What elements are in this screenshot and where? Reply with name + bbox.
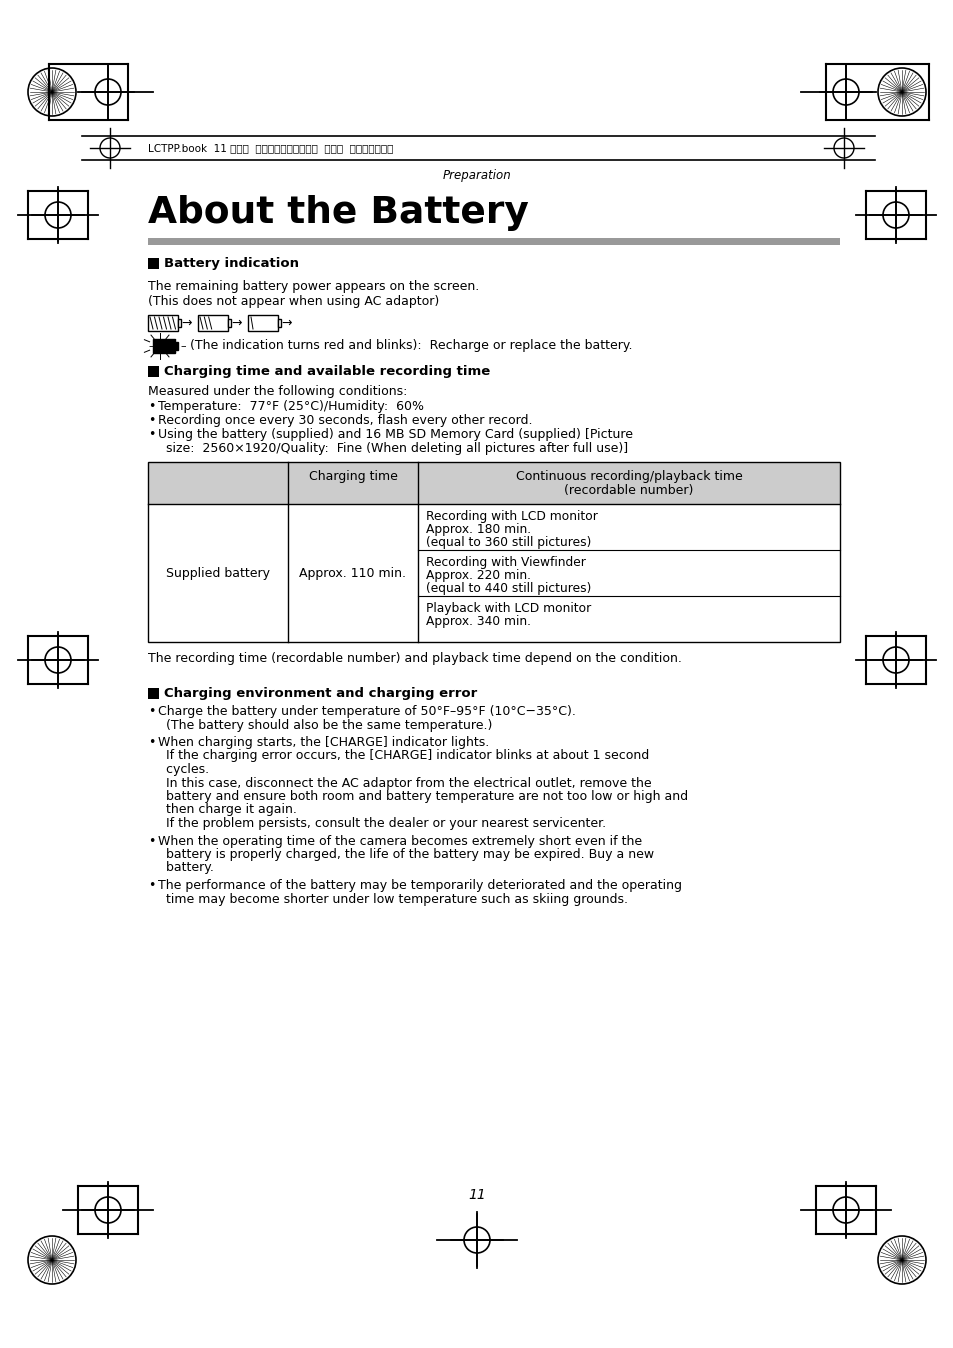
Text: When the operating time of the camera becomes extremely short even if the: When the operating time of the camera be… bbox=[158, 834, 641, 848]
Text: Playback with LCD monitor: Playback with LCD monitor bbox=[426, 603, 591, 615]
Text: Supplied battery: Supplied battery bbox=[166, 566, 270, 580]
Bar bbox=[178, 319, 181, 328]
Text: •: • bbox=[148, 834, 155, 848]
Text: •: • bbox=[148, 736, 155, 749]
Text: Approx. 340 min.: Approx. 340 min. bbox=[426, 615, 531, 628]
Text: Charging time and available recording time: Charging time and available recording ti… bbox=[164, 365, 490, 377]
Bar bbox=[152, 338, 174, 353]
Text: Charging environment and charging error: Charging environment and charging error bbox=[164, 687, 476, 700]
Text: Preparation: Preparation bbox=[442, 168, 511, 182]
Text: •: • bbox=[148, 429, 155, 441]
Text: •: • bbox=[148, 879, 155, 892]
Text: (recordable number): (recordable number) bbox=[564, 484, 693, 497]
Bar bbox=[148, 239, 840, 245]
Text: Recording once every 30 seconds, flash every other record.: Recording once every 30 seconds, flash e… bbox=[158, 414, 532, 427]
Text: –: – bbox=[180, 341, 186, 350]
Text: Charging time: Charging time bbox=[308, 470, 397, 483]
Text: Temperature:  77°F (25°C)/Humidity:  60%: Temperature: 77°F (25°C)/Humidity: 60% bbox=[158, 400, 423, 412]
Bar bbox=[148, 462, 840, 642]
Text: Charge the battery under temperature of 50°F–95°F (10°C−35°C).: Charge the battery under temperature of … bbox=[158, 705, 576, 718]
Bar bbox=[148, 367, 159, 377]
Text: Recording with Viewfinder: Recording with Viewfinder bbox=[426, 555, 585, 569]
Text: (The battery should also be the same temperature.): (The battery should also be the same tem… bbox=[158, 718, 492, 732]
Text: About the Battery: About the Battery bbox=[148, 195, 528, 231]
Text: (This does not appear when using AC adaptor): (This does not appear when using AC adap… bbox=[148, 295, 438, 307]
Text: Measured under the following conditions:: Measured under the following conditions: bbox=[148, 386, 407, 398]
Text: When charging starts, the [CHARGE] indicator lights.: When charging starts, the [CHARGE] indic… bbox=[158, 736, 489, 749]
Text: battery.: battery. bbox=[158, 861, 213, 875]
Text: battery and ensure both room and battery temperature are not too low or high and: battery and ensure both room and battery… bbox=[158, 790, 687, 803]
Text: Approx. 180 min.: Approx. 180 min. bbox=[426, 523, 531, 537]
Text: →: → bbox=[181, 317, 192, 329]
Text: (equal to 440 still pictures): (equal to 440 still pictures) bbox=[426, 582, 591, 594]
Bar bbox=[148, 462, 840, 504]
Text: LCTPP.book  11 ページ  ２００４年１月２６日  月曜日  午後６時５０分: LCTPP.book 11 ページ ２００４年１月２６日 月曜日 午後６時５０分 bbox=[148, 143, 393, 154]
Bar bbox=[277, 319, 281, 328]
Text: •: • bbox=[148, 400, 155, 412]
Text: Approx. 110 min.: Approx. 110 min. bbox=[299, 566, 406, 580]
Text: In this case, disconnect the AC adaptor from the electrical outlet, remove the: In this case, disconnect the AC adaptor … bbox=[158, 776, 651, 790]
Text: Recording with LCD monitor: Recording with LCD monitor bbox=[426, 510, 598, 523]
Text: then charge it again.: then charge it again. bbox=[158, 803, 296, 817]
Text: Approx. 220 min.: Approx. 220 min. bbox=[426, 569, 531, 582]
Text: •: • bbox=[148, 414, 155, 427]
Text: Using the battery (supplied) and 16 MB SD Memory Card (supplied) [Picture: Using the battery (supplied) and 16 MB S… bbox=[158, 429, 633, 441]
Text: →: → bbox=[281, 317, 292, 329]
Text: Battery indication: Battery indication bbox=[164, 257, 298, 270]
Text: The performance of the battery may be temporarily deteriorated and the operating: The performance of the battery may be te… bbox=[158, 879, 681, 892]
Text: The recording time (recordable number) and playback time depend on the condition: The recording time (recordable number) a… bbox=[148, 652, 681, 665]
Text: (The indication turns red and blinks):  Recharge or replace the battery.: (The indication turns red and blinks): R… bbox=[190, 340, 632, 352]
Text: →: → bbox=[231, 317, 241, 329]
Text: Continuous recording/playback time: Continuous recording/playback time bbox=[515, 470, 741, 483]
Bar bbox=[148, 257, 159, 270]
Bar bbox=[174, 342, 178, 350]
Bar bbox=[148, 315, 178, 332]
Text: If the problem persists, consult the dealer or your nearest servicenter.: If the problem persists, consult the dea… bbox=[158, 817, 605, 830]
Text: (equal to 360 still pictures): (equal to 360 still pictures) bbox=[426, 537, 591, 549]
Text: size:  2560×1920/Quality:  Fine (When deleting all pictures after full use)]: size: 2560×1920/Quality: Fine (When dele… bbox=[158, 442, 627, 456]
Text: cycles.: cycles. bbox=[158, 763, 209, 776]
Text: The remaining battery power appears on the screen.: The remaining battery power appears on t… bbox=[148, 280, 478, 293]
Text: –: – bbox=[148, 341, 153, 350]
Bar bbox=[148, 687, 159, 700]
Text: 11: 11 bbox=[468, 1188, 485, 1202]
Bar bbox=[228, 319, 231, 328]
Text: If the charging error occurs, the [CHARGE] indicator blinks at about 1 second: If the charging error occurs, the [CHARG… bbox=[158, 749, 649, 763]
Bar bbox=[248, 315, 277, 332]
Bar bbox=[198, 315, 228, 332]
Text: time may become shorter under low temperature such as skiing grounds.: time may become shorter under low temper… bbox=[158, 892, 627, 906]
Text: battery is properly charged, the life of the battery may be expired. Buy a new: battery is properly charged, the life of… bbox=[158, 848, 654, 861]
Text: •: • bbox=[148, 705, 155, 718]
